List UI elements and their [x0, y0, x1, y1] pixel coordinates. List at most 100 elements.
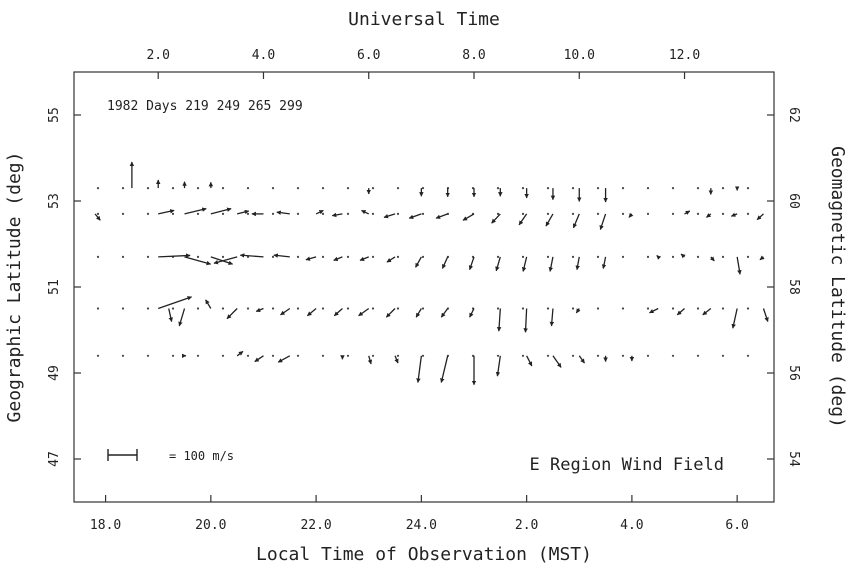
row-dot	[396, 354, 400, 357]
row-dot	[421, 307, 425, 310]
wind-vector	[575, 308, 581, 314]
row-dot	[496, 307, 500, 310]
row-dot	[746, 255, 750, 258]
wind-vector	[552, 355, 562, 368]
row-dot	[371, 307, 375, 310]
row-dot	[746, 307, 750, 310]
y-right-tick-label: 56	[786, 365, 801, 381]
row-dot	[121, 307, 125, 310]
wind-vector	[315, 209, 324, 215]
row-dot	[721, 354, 725, 357]
row-dot	[321, 255, 325, 258]
wind-vector	[333, 256, 343, 261]
wind-vector	[255, 307, 264, 313]
wind-vector	[523, 308, 528, 333]
row-dot	[421, 354, 425, 357]
y-left-tick-label: 49	[47, 365, 62, 381]
row-dot	[421, 187, 425, 190]
wind-vector	[178, 308, 186, 327]
row-dot	[421, 255, 425, 258]
row-dot	[646, 307, 650, 310]
wind-vectors	[94, 161, 769, 386]
row-dot	[621, 354, 625, 357]
row-dot	[371, 187, 375, 190]
x-top-tick-label: 10.0	[564, 48, 595, 63]
wind-vector	[440, 308, 449, 318]
wind-vector	[491, 213, 501, 224]
row-dot	[646, 354, 650, 357]
row-dot	[146, 187, 150, 190]
x-top-tick-label: 8.0	[462, 48, 485, 63]
row-dot	[571, 187, 575, 190]
row-dot	[146, 212, 150, 215]
wind-vector	[184, 207, 207, 215]
y-left-tick-label: 55	[47, 107, 62, 123]
wind-vector	[601, 256, 607, 269]
row-dot	[746, 187, 750, 190]
row-dot	[521, 212, 525, 215]
row-dot	[221, 354, 225, 357]
row-dot	[696, 255, 700, 258]
row-dot	[271, 255, 275, 258]
row-dot	[721, 187, 725, 190]
row-dot	[271, 354, 275, 357]
row-dot	[496, 212, 500, 215]
row-dot	[721, 212, 725, 215]
row-dot	[496, 255, 500, 258]
row-dot	[521, 354, 525, 357]
row-dot	[271, 307, 275, 310]
wind-vector	[656, 254, 662, 260]
row-dot	[671, 187, 675, 190]
wind-vector	[277, 355, 291, 363]
row-dot	[296, 354, 300, 357]
row-dot	[221, 212, 225, 215]
row-dot	[196, 307, 200, 310]
y-left-axis-label: Geographic Latitude (deg)	[4, 152, 25, 423]
row-dot	[571, 255, 575, 258]
x-bottom-tick-label: 18.0	[90, 518, 121, 533]
wind-vector	[276, 210, 290, 215]
x-bottom-tick-label: 2.0	[515, 518, 538, 533]
row-dot	[396, 255, 400, 258]
wind-vector	[305, 256, 317, 261]
x-bottom-tick-label: 24.0	[406, 518, 437, 533]
wind-vector	[386, 256, 396, 263]
row-dot	[571, 212, 575, 215]
row-dot	[146, 354, 150, 357]
wind-vector	[469, 308, 475, 318]
wind-vector	[94, 213, 101, 221]
row-dot	[671, 212, 675, 215]
wind-vector	[756, 213, 764, 221]
y-right-tick-label: 60	[786, 193, 801, 209]
row-dot	[96, 354, 100, 357]
row-dot	[171, 354, 175, 357]
wind-vector	[441, 256, 449, 269]
row-dot	[121, 354, 125, 357]
wind-vector	[526, 355, 533, 367]
axes-ticks: 18.0 20.0 22.0 24.0 2.0 4.0 6.0 2.0 4.0 6.0 8.0 10.…	[47, 48, 801, 533]
wind-vector	[676, 308, 685, 316]
row-dot	[271, 187, 275, 190]
row-dot	[521, 187, 525, 190]
y-left-tick-label: 47	[47, 451, 62, 467]
wind-vector	[306, 308, 317, 317]
wind-vector	[385, 308, 396, 318]
wind-vector	[435, 213, 448, 219]
wind-vector	[709, 256, 715, 262]
row-dot	[196, 187, 200, 190]
wind-vector	[545, 213, 554, 227]
row-dot	[96, 187, 100, 190]
row-dot	[646, 212, 650, 215]
row-dot	[296, 307, 300, 310]
row-dot	[246, 354, 250, 357]
row-dot	[621, 187, 625, 190]
wind-vector	[415, 308, 422, 318]
wind-vector	[205, 299, 212, 309]
x-bottom-tick-label: 20.0	[195, 518, 226, 533]
wind-vector	[237, 209, 250, 215]
row-dot	[321, 307, 325, 310]
row-dot	[546, 307, 550, 310]
row-dot	[246, 212, 250, 215]
row-dot	[396, 307, 400, 310]
